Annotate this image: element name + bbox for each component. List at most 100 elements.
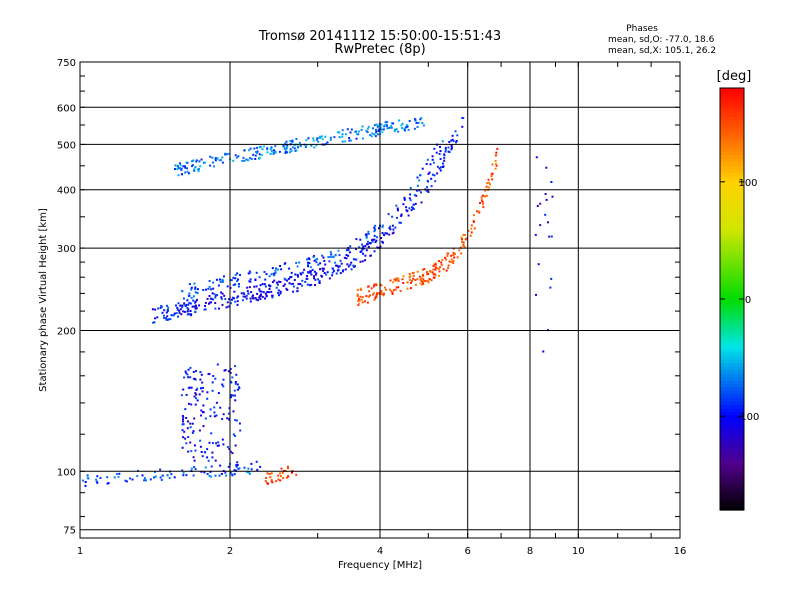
data-point <box>444 150 447 153</box>
data-point <box>193 282 196 285</box>
data-point <box>224 298 227 301</box>
data-point <box>190 314 193 317</box>
data-point <box>443 159 446 162</box>
data-point <box>187 450 190 453</box>
data-point <box>223 369 226 372</box>
data-point <box>490 175 493 178</box>
colorbar-segment <box>720 158 744 163</box>
data-point <box>341 135 344 138</box>
data-point <box>189 310 192 312</box>
data-point <box>334 261 337 264</box>
data-point <box>343 256 346 259</box>
data-point <box>361 248 364 251</box>
colorbar-segment <box>720 499 744 504</box>
data-point <box>238 387 241 390</box>
data-point <box>262 291 265 294</box>
data-point <box>152 321 155 324</box>
data-point <box>181 173 183 176</box>
data-point <box>229 371 232 374</box>
data-point <box>195 370 197 372</box>
colorbar-tick-label: -100 <box>737 412 760 423</box>
data-point <box>234 365 237 368</box>
data-point <box>210 465 213 468</box>
data-point <box>258 276 261 279</box>
data-point <box>251 294 254 297</box>
data-point <box>446 255 449 257</box>
data-point <box>202 161 205 164</box>
data-point <box>180 394 183 397</box>
data-point <box>310 283 313 286</box>
data-point <box>275 286 278 289</box>
data-point <box>210 475 212 478</box>
data-point <box>447 252 450 255</box>
data-point <box>391 292 394 295</box>
data-point <box>545 166 548 169</box>
data-point <box>341 133 344 136</box>
data-point <box>179 164 182 167</box>
data-point <box>365 249 368 252</box>
colorbar-segment <box>720 474 744 479</box>
colorbar-segment <box>720 365 744 370</box>
data-point <box>174 164 177 167</box>
data-point <box>397 286 400 289</box>
data-point <box>106 476 109 479</box>
data-point <box>230 394 232 396</box>
data-point <box>155 475 157 478</box>
data-point <box>195 159 198 162</box>
data-point <box>440 261 443 264</box>
data-point <box>284 262 287 265</box>
data-point <box>259 293 262 296</box>
data-point <box>194 301 196 304</box>
data-point <box>544 193 547 195</box>
data-point <box>334 254 337 257</box>
data-point <box>455 140 458 142</box>
data-point <box>184 304 187 307</box>
data-point <box>458 249 461 252</box>
data-point <box>231 376 234 379</box>
data-point <box>233 473 236 476</box>
data-point <box>263 145 265 148</box>
data-point <box>329 255 332 258</box>
data-point <box>421 275 424 277</box>
y-tick-label: 400 <box>57 186 76 197</box>
data-point <box>375 239 378 242</box>
data-point <box>304 280 307 283</box>
data-point <box>406 281 409 284</box>
data-point <box>335 264 337 267</box>
data-point <box>277 292 280 294</box>
data-point <box>336 264 339 267</box>
data-point <box>154 471 156 474</box>
data-point <box>198 160 201 163</box>
data-point <box>326 141 329 144</box>
data-point <box>232 433 235 436</box>
data-point <box>170 473 173 476</box>
data-point <box>314 258 317 261</box>
data-point <box>427 279 430 282</box>
data-point <box>412 274 415 277</box>
data-point <box>186 373 189 376</box>
data-point <box>270 472 273 475</box>
data-point <box>426 186 428 189</box>
data-point <box>231 452 234 455</box>
data-point <box>460 252 463 255</box>
data-point <box>213 415 216 418</box>
data-point <box>166 309 169 311</box>
colorbar-segment <box>720 130 744 135</box>
data-point <box>550 181 553 183</box>
data-point <box>373 124 376 127</box>
colorbar-segment <box>720 460 744 465</box>
data-point <box>393 130 396 133</box>
data-point <box>397 130 400 133</box>
data-point <box>211 161 214 164</box>
data-point <box>419 174 421 177</box>
data-point <box>298 141 301 144</box>
colorbar-segment <box>720 246 744 251</box>
colorbar-segment <box>720 411 744 416</box>
colorbar-segment <box>720 344 744 349</box>
data-point <box>333 269 335 272</box>
data-point <box>129 477 131 480</box>
data-point <box>194 288 197 291</box>
data-point <box>230 381 233 384</box>
data-point <box>373 230 376 233</box>
